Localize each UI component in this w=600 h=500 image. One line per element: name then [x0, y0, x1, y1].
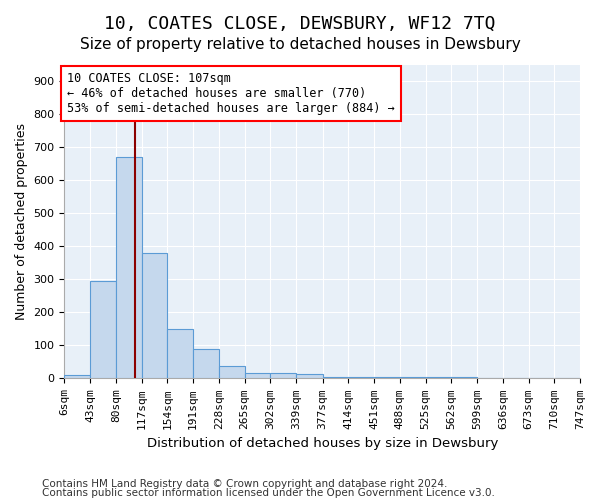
Bar	[116, 158, 142, 378]
Bar	[167, 329, 193, 378]
Bar	[245, 374, 271, 378]
Bar	[142, 253, 167, 378]
Bar	[323, 377, 348, 378]
Text: Contains public sector information licensed under the Open Government Licence v3: Contains public sector information licen…	[42, 488, 495, 498]
Bar	[193, 348, 219, 378]
X-axis label: Distribution of detached houses by size in Dewsbury: Distribution of detached houses by size …	[146, 437, 498, 450]
Bar	[90, 281, 116, 378]
Bar	[296, 374, 323, 378]
Bar	[219, 366, 245, 378]
Text: Size of property relative to detached houses in Dewsbury: Size of property relative to detached ho…	[80, 38, 520, 52]
Y-axis label: Number of detached properties: Number of detached properties	[15, 123, 28, 320]
Bar	[271, 374, 296, 378]
Text: 10 COATES CLOSE: 107sqm
← 46% of detached houses are smaller (770)
53% of semi-d: 10 COATES CLOSE: 107sqm ← 46% of detache…	[67, 72, 395, 114]
Text: Contains HM Land Registry data © Crown copyright and database right 2024.: Contains HM Land Registry data © Crown c…	[42, 479, 448, 489]
Bar	[64, 375, 90, 378]
Text: 10, COATES CLOSE, DEWSBURY, WF12 7TQ: 10, COATES CLOSE, DEWSBURY, WF12 7TQ	[104, 15, 496, 33]
